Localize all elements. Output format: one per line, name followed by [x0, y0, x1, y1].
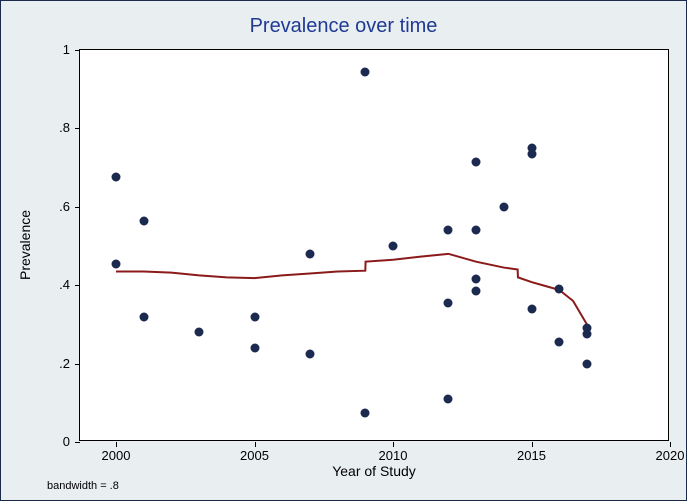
scatter-point: [250, 312, 259, 321]
x-tick-mark: [393, 442, 394, 447]
plot-area: 0.2.4.6.8120002005201020152020: [79, 49, 669, 441]
scatter-point: [361, 408, 370, 417]
x-tick-mark: [670, 442, 671, 447]
y-tick-mark: [75, 50, 80, 51]
x-tick-label: 2000: [91, 448, 141, 463]
x-tick-label: 2015: [507, 448, 557, 463]
x-axis-label: Year of Study: [79, 463, 669, 472]
y-tick-mark: [75, 364, 80, 365]
bandwidth-caption: bandwidth = .8: [47, 480, 119, 492]
scatter-point: [582, 324, 591, 333]
scatter-point: [555, 285, 564, 294]
x-tick-label: 2020: [645, 448, 687, 463]
y-tick-label: 1: [38, 42, 70, 57]
scatter-point: [582, 359, 591, 368]
scatter-point: [112, 259, 121, 268]
chart-title: Prevalence over time: [1, 15, 686, 38]
x-tick-mark: [255, 442, 256, 447]
scatter-point: [139, 216, 148, 225]
scatter-point: [472, 226, 481, 235]
y-axis-label: Prevalence: [17, 210, 33, 280]
scatter-point: [361, 67, 370, 76]
y-tick-label: 0: [38, 434, 70, 449]
y-tick-mark: [75, 128, 80, 129]
y-tick-mark: [75, 207, 80, 208]
scatter-point: [527, 144, 536, 153]
scatter-point: [195, 328, 204, 337]
chart-container: Prevalence over time Prevalence Year of …: [0, 0, 687, 501]
scatter-point: [112, 173, 121, 182]
scatter-point: [139, 312, 148, 321]
scatter-point: [444, 226, 453, 235]
scatter-point: [555, 338, 564, 347]
x-tick-mark: [532, 442, 533, 447]
y-tick-mark: [75, 285, 80, 286]
y-tick-mark: [75, 442, 80, 443]
scatter-point: [305, 349, 314, 358]
smoothing-line-layer: [80, 50, 670, 442]
smoothing-line: [116, 254, 587, 325]
x-tick-mark: [116, 442, 117, 447]
scatter-point: [499, 202, 508, 211]
scatter-point: [444, 298, 453, 307]
x-tick-label: 2005: [230, 448, 280, 463]
y-tick-label: .2: [38, 356, 70, 371]
y-tick-label: .6: [38, 199, 70, 214]
y-tick-label: .4: [38, 277, 70, 292]
x-tick-label: 2010: [368, 448, 418, 463]
y-tick-label: .8: [38, 120, 70, 135]
scatter-point: [472, 287, 481, 296]
scatter-point: [250, 343, 259, 352]
scatter-point: [527, 304, 536, 313]
scatter-point: [472, 157, 481, 166]
scatter-point: [305, 249, 314, 258]
scatter-point: [389, 242, 398, 251]
scatter-point: [444, 394, 453, 403]
scatter-point: [472, 275, 481, 284]
